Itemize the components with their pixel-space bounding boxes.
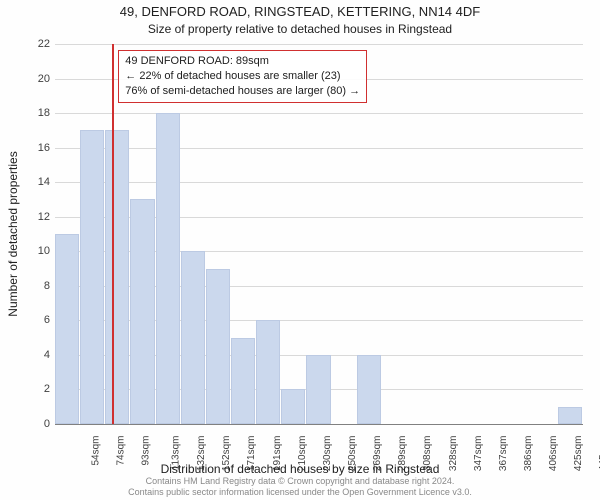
chart-bar	[181, 251, 205, 424]
annotation-box: 49 DENFORD ROAD: 89sqm← 22% of detached …	[118, 50, 367, 103]
chart-bar	[130, 199, 154, 424]
annotation-line-3: 76% of semi-detached houses are larger (…	[125, 84, 360, 99]
chart-bar	[206, 269, 230, 424]
chart-plot-area: 49 DENFORD ROAD: 89sqm← 22% of detached …	[55, 44, 583, 424]
chart-gridline	[55, 113, 583, 114]
chart-bar	[558, 407, 582, 424]
chart-bar	[156, 113, 180, 424]
y-tick-label: 8	[10, 280, 50, 292]
chart-bar	[55, 234, 79, 424]
y-tick-label: 2	[10, 383, 50, 395]
y-tick-label: 4	[10, 349, 50, 361]
footer-line-2: Contains public sector information licen…	[0, 487, 600, 498]
chart-gridline	[55, 182, 583, 183]
x-axis-label: Distribution of detached houses by size …	[0, 462, 600, 476]
footer-line-1: Contains HM Land Registry data © Crown c…	[0, 476, 600, 487]
chart-gridline	[55, 44, 583, 45]
page-title: 49, DENFORD ROAD, RINGSTEAD, KETTERING, …	[0, 4, 600, 19]
chart-baseline	[55, 424, 583, 425]
y-tick-label: 10	[10, 245, 50, 257]
chart-bar	[281, 389, 305, 424]
y-tick-label: 22	[10, 38, 50, 50]
page-subtitle: Size of property relative to detached ho…	[0, 22, 600, 36]
chart-bar	[105, 130, 129, 424]
y-tick-label: 12	[10, 211, 50, 223]
x-tick-label: 93sqm	[140, 436, 151, 466]
chart-bar	[357, 355, 381, 424]
y-tick-label: 20	[10, 73, 50, 85]
chart-bar	[80, 130, 104, 424]
y-tick-label: 14	[10, 176, 50, 188]
chart-bar	[231, 338, 255, 424]
x-tick-label: 54sqm	[90, 436, 101, 466]
chart-bar	[256, 320, 280, 424]
footer-attribution: Contains HM Land Registry data © Crown c…	[0, 476, 600, 498]
annotation-line-2: ← 22% of detached houses are smaller (23…	[125, 69, 360, 84]
annotation-line-1: 49 DENFORD ROAD: 89sqm	[125, 54, 360, 69]
property-marker-line	[112, 44, 114, 424]
chart-gridline	[55, 148, 583, 149]
y-tick-label: 16	[10, 142, 50, 154]
y-tick-label: 6	[10, 314, 50, 326]
y-tick-label: 18	[10, 107, 50, 119]
x-tick-label: 74sqm	[115, 436, 126, 466]
chart-bar	[306, 355, 330, 424]
y-tick-label: 0	[10, 418, 50, 430]
